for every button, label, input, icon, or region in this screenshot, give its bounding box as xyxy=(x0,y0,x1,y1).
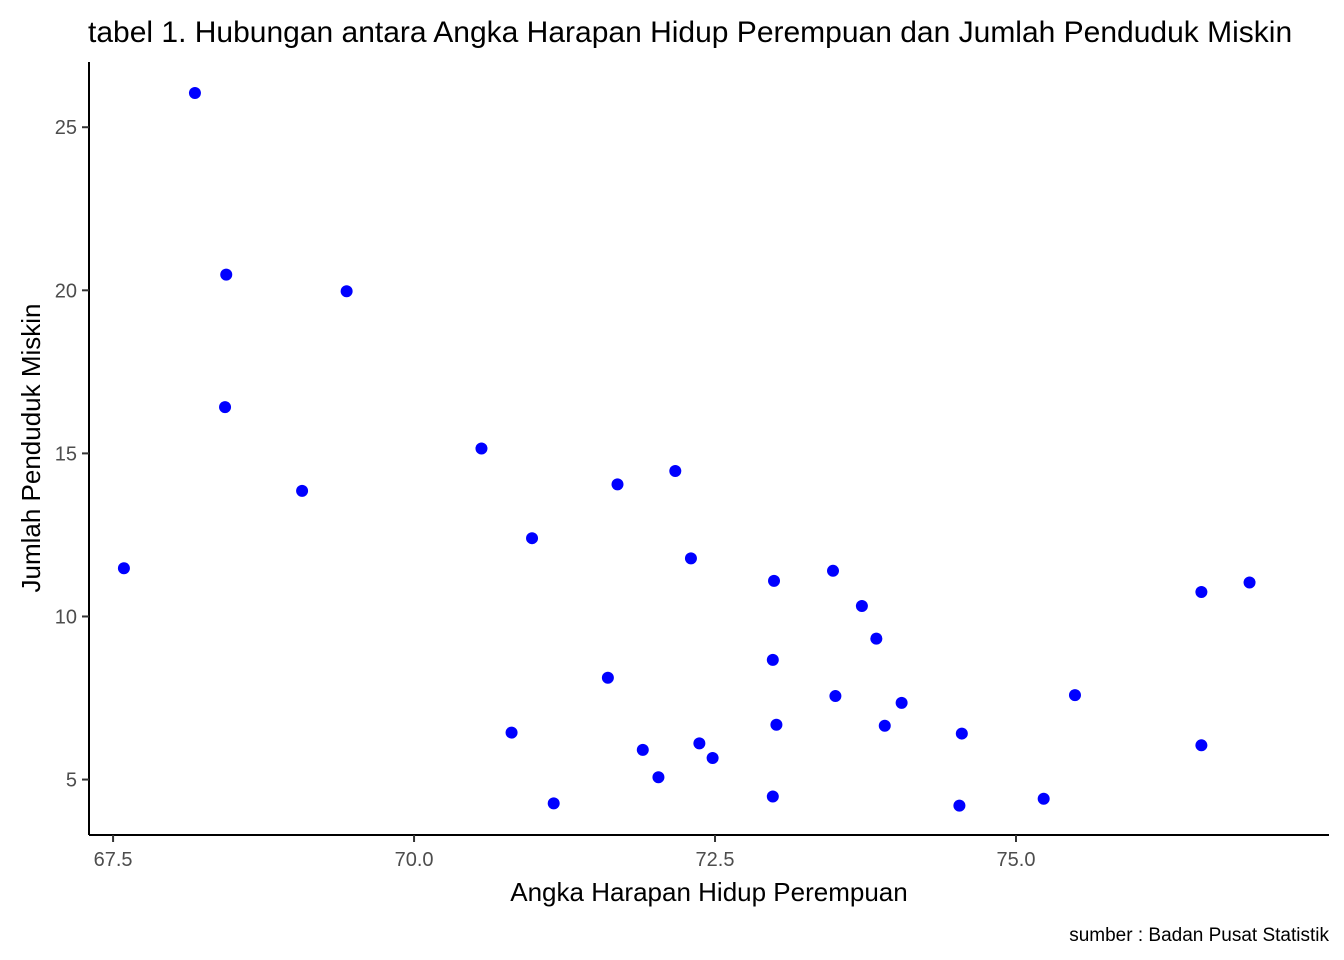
data-point xyxy=(955,727,968,740)
data-point xyxy=(1195,586,1208,599)
data-point xyxy=(1037,792,1050,805)
y-tick-label: 10 xyxy=(55,606,77,628)
y-tick-label: 20 xyxy=(55,280,77,302)
data-point xyxy=(601,671,614,684)
data-point xyxy=(219,401,232,414)
x-axis-ticks: 67.5 70.0 72.5 75.0 xyxy=(94,835,1036,871)
data-point xyxy=(296,484,309,497)
data-point xyxy=(870,632,883,645)
data-point xyxy=(340,285,353,298)
data-point xyxy=(505,726,518,739)
x-tick-label: 75.0 xyxy=(997,849,1036,871)
data-point xyxy=(526,532,539,545)
x-tick-label: 67.5 xyxy=(94,849,133,871)
source-caption: sumber : Badan Pusat Statistik xyxy=(1069,925,1329,946)
data-point xyxy=(1068,689,1081,702)
data-point xyxy=(895,696,908,709)
y-tick-label: 25 xyxy=(55,117,77,139)
data-point xyxy=(547,797,560,810)
x-axis-title: Angka Harapan Hidup Perempuan xyxy=(510,877,907,907)
y-tick-label: 15 xyxy=(55,443,77,465)
data-point xyxy=(878,719,891,732)
data-point xyxy=(684,552,697,565)
data-point xyxy=(117,562,130,575)
data-point xyxy=(636,743,649,756)
data-point xyxy=(188,86,201,99)
data-points xyxy=(117,86,1256,812)
data-point xyxy=(1243,576,1256,589)
data-point xyxy=(829,690,842,703)
x-tick-label: 72.5 xyxy=(696,849,735,871)
data-point xyxy=(953,799,966,812)
data-point xyxy=(611,478,624,491)
data-point xyxy=(768,574,781,587)
data-point xyxy=(855,600,868,613)
data-point xyxy=(770,718,783,731)
data-point xyxy=(827,564,839,577)
data-point xyxy=(766,653,779,666)
x-tick-label: 70.0 xyxy=(395,849,434,871)
data-point xyxy=(669,465,682,478)
data-point xyxy=(766,790,779,803)
data-point xyxy=(475,442,488,455)
y-tick-label: 5 xyxy=(66,770,77,792)
plot-area: 67.5 70.0 72.5 75.0 5 10 15 20 25 xyxy=(55,62,1329,871)
y-axis-ticks: 5 10 15 20 25 xyxy=(55,117,89,792)
data-point xyxy=(1195,739,1208,752)
chart-title: tabel 1. Hubungan antara Angka Harapan H… xyxy=(88,16,1292,49)
data-point xyxy=(706,752,719,765)
data-point xyxy=(220,268,233,281)
data-point xyxy=(693,737,706,750)
data-point xyxy=(652,771,665,784)
y-axis-title: Jumlah Penduduk Miskin xyxy=(16,303,46,592)
